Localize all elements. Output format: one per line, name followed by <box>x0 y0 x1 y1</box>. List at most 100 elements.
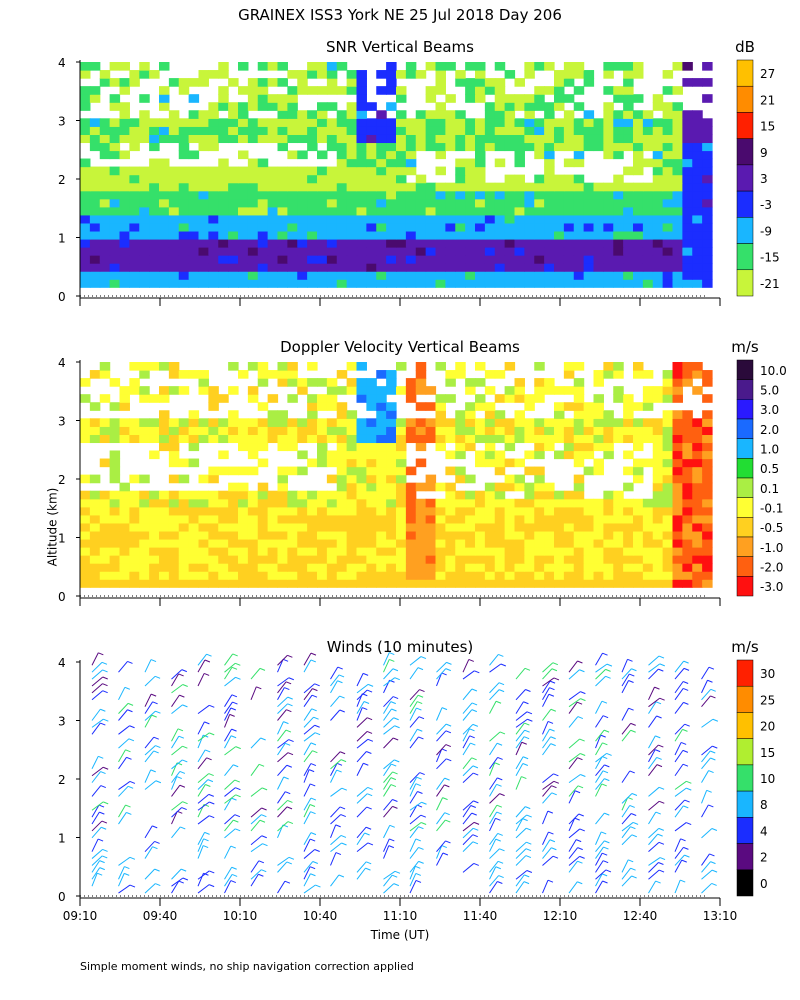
velocity-cell <box>445 571 456 580</box>
velocity-cell <box>672 482 683 492</box>
snr-cell <box>504 94 516 103</box>
snr-cell <box>356 263 367 272</box>
snr-cell <box>188 94 200 103</box>
velocity-cell <box>475 522 486 532</box>
snr-cell <box>139 230 150 240</box>
snr-cell <box>672 166 683 176</box>
velocity-cell <box>99 538 111 548</box>
velocity-cell <box>89 530 101 540</box>
wind-barb <box>171 759 183 770</box>
snr-cell <box>435 134 446 144</box>
snr-cell <box>267 279 279 288</box>
wind-barb <box>224 845 232 859</box>
wind-barb-flag <box>418 846 424 850</box>
velocity-cell <box>297 538 308 548</box>
snr-cell <box>178 166 190 176</box>
snr-cell <box>613 118 624 127</box>
wind-barb-flag <box>526 870 533 873</box>
snr-cell <box>386 150 397 160</box>
velocity-cell <box>563 402 575 411</box>
wind-barb <box>462 757 473 770</box>
velocity-cell <box>554 538 565 548</box>
snr-cell <box>336 142 348 152</box>
colorbar-label: 1.0 <box>760 443 779 457</box>
wind-barb-flag <box>235 746 241 750</box>
snr-cell <box>465 126 476 135</box>
velocity-cell <box>484 402 496 411</box>
snr-cell <box>188 230 200 240</box>
velocity-cell <box>326 563 338 572</box>
velocity-cell <box>297 498 308 508</box>
snr-cell <box>277 279 288 288</box>
wind-barb-flag <box>577 881 583 885</box>
velocity-cell <box>99 394 111 403</box>
wind-barb <box>568 669 580 680</box>
snr-cell <box>188 198 200 208</box>
wind-barb <box>409 728 418 742</box>
velocity-cell <box>228 563 239 572</box>
velocity-cell <box>238 571 249 580</box>
wind-barb-flag <box>315 884 321 888</box>
velocity-cell <box>168 514 180 524</box>
snr-cell <box>494 94 506 103</box>
snr-cell <box>149 190 160 200</box>
velocity-cell <box>613 386 624 395</box>
wind-barb-flag <box>233 764 239 768</box>
wind-barb <box>701 695 711 708</box>
velocity-cell <box>583 466 595 476</box>
colorbar-swatch <box>736 685 754 713</box>
velocity-cell <box>119 579 130 588</box>
snr-cell <box>435 222 446 232</box>
velocity-cell <box>277 426 288 435</box>
velocity-cell <box>633 571 644 580</box>
snr-cell <box>89 166 101 176</box>
wind-barb-flag <box>551 785 557 789</box>
velocity-cell <box>633 547 644 556</box>
velocity-cell <box>573 442 585 452</box>
snr-cell <box>326 142 338 152</box>
snr-cell <box>218 86 229 95</box>
wind-barb <box>356 689 368 701</box>
velocity-cell <box>652 506 664 516</box>
velocity-cell <box>307 490 318 500</box>
snr-cell <box>692 126 703 135</box>
snr-cell <box>129 214 140 224</box>
snr-cell <box>109 271 121 280</box>
snr-cell <box>593 190 604 200</box>
snr-cell <box>178 86 190 95</box>
snr-cell <box>623 238 634 248</box>
snr-cell <box>336 158 348 168</box>
snr-cell <box>702 238 713 248</box>
snr-cell <box>652 279 664 288</box>
wind-barb-flag <box>392 696 399 700</box>
snr-cell <box>554 263 565 272</box>
snr-cell <box>484 110 496 119</box>
velocity-cell <box>573 450 585 460</box>
snr-cell <box>307 70 318 79</box>
wind-barb-flag <box>154 840 160 844</box>
wind-barb-flag <box>468 658 474 662</box>
velocity-cell <box>554 490 565 500</box>
velocity-cell <box>702 482 713 492</box>
wind-barb <box>542 668 553 680</box>
wind-barb-flag <box>601 873 608 877</box>
velocity-cell <box>109 458 121 468</box>
snr-cell <box>682 279 693 288</box>
snr-cell <box>642 142 654 152</box>
wind-barb <box>224 874 233 887</box>
snr-cell <box>455 222 466 232</box>
wind-barb <box>542 743 552 756</box>
snr-cell <box>257 166 269 176</box>
snr-cell <box>672 142 683 152</box>
wind-barb <box>118 749 126 763</box>
snr-cell <box>287 214 298 224</box>
snr-cell <box>563 247 575 256</box>
snr-cell <box>297 206 308 216</box>
wind-barb-flag <box>231 797 237 801</box>
snr-cell <box>563 78 575 87</box>
snr-cell <box>405 182 417 192</box>
wind-barb-flag <box>394 870 401 874</box>
snr-cell <box>356 166 367 176</box>
snr-cell <box>188 110 200 119</box>
